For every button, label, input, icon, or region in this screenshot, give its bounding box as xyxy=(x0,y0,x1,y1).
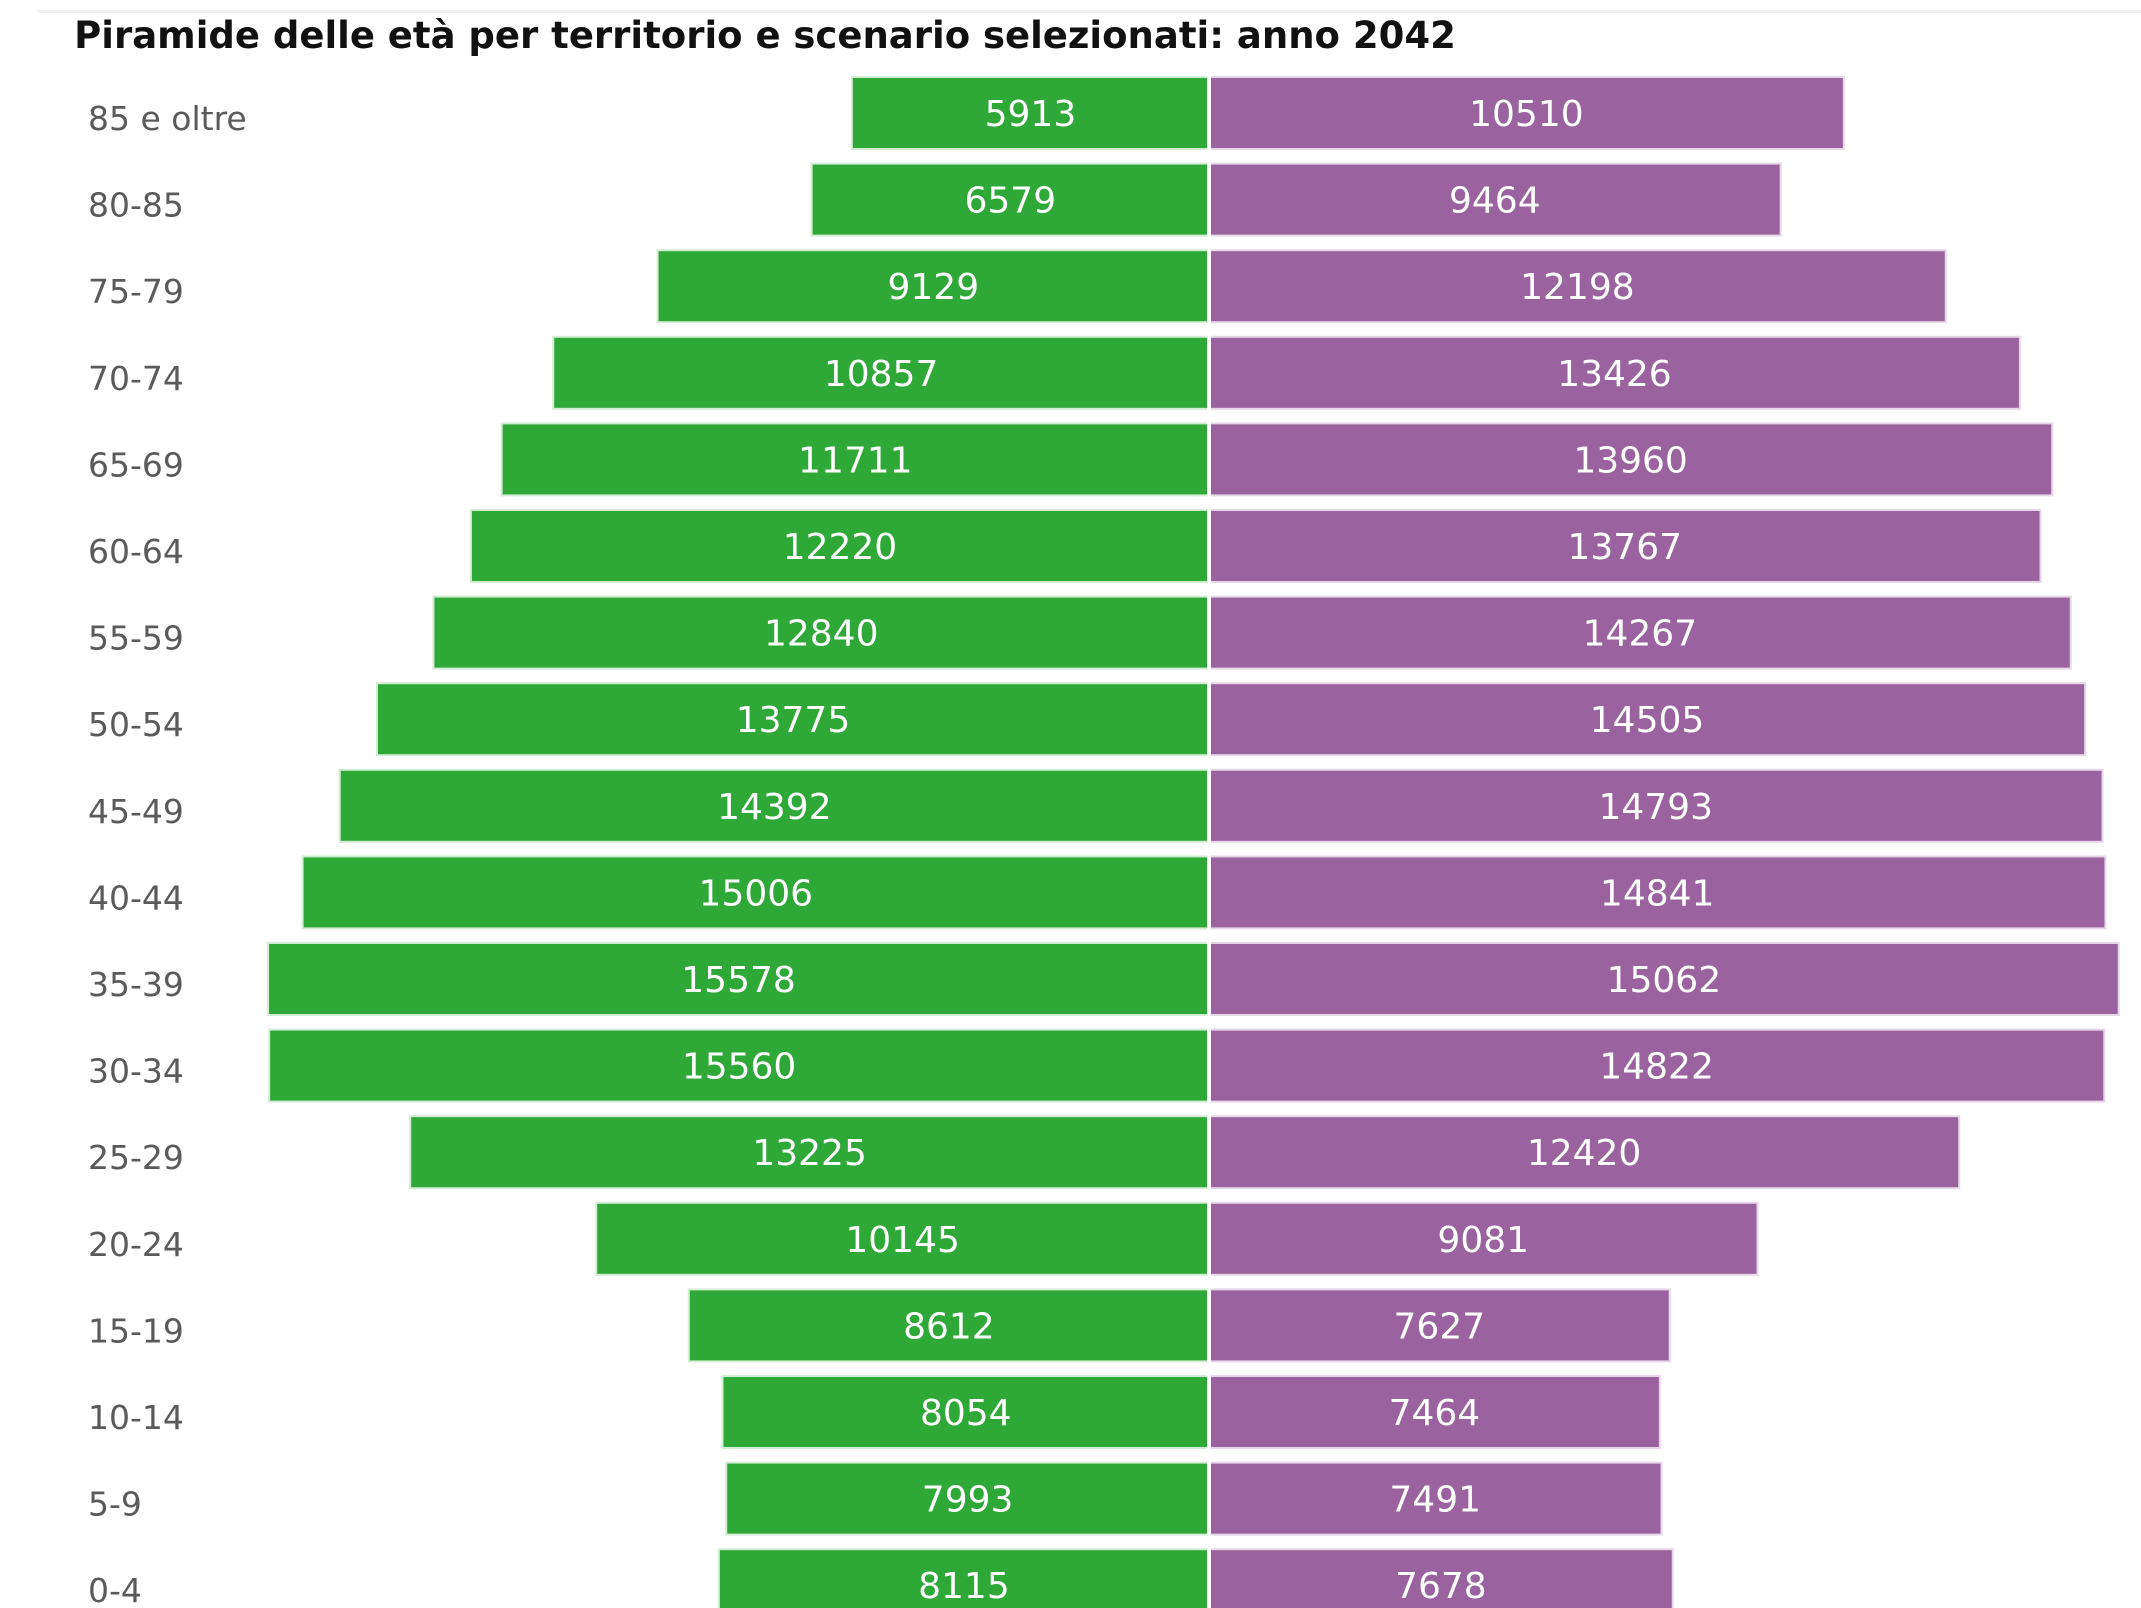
value-label-left: 15006 xyxy=(699,873,814,914)
age-label: 0-4 xyxy=(88,1571,142,1608)
age-axis-labels: 85 e oltre 80-85 75-79 70-74 65-69 60-64 55-59… xyxy=(88,99,247,1608)
age-label: 5-9 xyxy=(88,1485,142,1524)
value-label-right: 9081 xyxy=(1437,1220,1529,1261)
value-label-left: 14392 xyxy=(717,787,832,828)
value-label-right: 9464 xyxy=(1449,181,1541,222)
bar-right xyxy=(1208,1548,1674,1608)
bar-right xyxy=(1208,1115,1961,1190)
bar-right xyxy=(1208,855,2107,930)
bar-right xyxy=(1208,335,2021,410)
value-label-left: 15578 xyxy=(681,960,796,1001)
age-label: 80-85 xyxy=(88,186,184,225)
value-label-right: 7491 xyxy=(1389,1480,1481,1521)
age-label: 10-14 xyxy=(88,1398,184,1437)
value-label-left: 13225 xyxy=(752,1133,867,1174)
age-label: 65-69 xyxy=(88,445,184,484)
value-label-right: 10510 xyxy=(1469,94,1584,135)
value-label-right: 7627 xyxy=(1394,1306,1486,1347)
value-label-right: 14841 xyxy=(1600,873,1715,914)
age-label: 40-44 xyxy=(88,878,184,917)
value-label-right: 14793 xyxy=(1598,787,1713,828)
age-label: 30-34 xyxy=(88,1052,184,1091)
value-label-left: 10145 xyxy=(845,1220,960,1261)
value-label-left: 13775 xyxy=(736,700,851,741)
value-label-left: 11711 xyxy=(798,440,913,481)
bar-left xyxy=(656,249,1210,324)
bar-left xyxy=(301,855,1211,930)
value-label-right: 13426 xyxy=(1557,354,1672,395)
bar-left xyxy=(725,1461,1210,1536)
age-label: 50-54 xyxy=(88,705,184,744)
bar-left xyxy=(268,1028,1210,1103)
bar-left xyxy=(500,422,1211,497)
bar-left xyxy=(432,595,1210,670)
value-label-left: 12840 xyxy=(764,614,879,655)
bar-right xyxy=(1208,768,2104,843)
age-label: 45-49 xyxy=(88,792,184,831)
age-label: 25-29 xyxy=(88,1138,184,1177)
bar-right xyxy=(1208,509,2042,583)
bar-left xyxy=(469,509,1210,583)
bar-right xyxy=(1208,595,2072,670)
bar-left xyxy=(687,1288,1210,1363)
bar-right xyxy=(1208,1288,1671,1363)
age-label: 60-64 xyxy=(88,532,184,571)
value-label-right: 14822 xyxy=(1599,1047,1714,1088)
bars xyxy=(267,76,2120,1608)
value-label-left: 8612 xyxy=(903,1306,995,1347)
value-label-right: 14505 xyxy=(1590,700,1705,741)
top-divider xyxy=(38,10,2141,13)
bar-right xyxy=(1208,942,2120,1016)
value-label-right: 7464 xyxy=(1389,1393,1481,1434)
value-label-left: 15560 xyxy=(682,1047,797,1088)
value-label-left: 7993 xyxy=(922,1480,1014,1521)
value-label-right: 12198 xyxy=(1520,267,1635,308)
value-label-right: 12420 xyxy=(1527,1133,1642,1174)
chart-title: Piramide delle età per territorio e scen… xyxy=(74,14,1456,57)
bar-right xyxy=(1208,1028,2106,1103)
bar-left xyxy=(717,1548,1210,1608)
value-label-left: 12220 xyxy=(783,527,898,568)
value-label-right: 13960 xyxy=(1573,440,1688,481)
age-label: 75-79 xyxy=(88,272,184,311)
value-label-right: 13767 xyxy=(1567,527,1682,568)
bar-left xyxy=(721,1375,1210,1449)
value-label-right: 15062 xyxy=(1607,960,1722,1001)
bar-right xyxy=(1208,682,2087,757)
value-label-left: 8115 xyxy=(918,1566,1010,1607)
bar-right xyxy=(1208,162,1782,237)
value-labels: 5913 10510 6579 9464 9129 12198 10857 13426 1171… xyxy=(681,94,1721,1607)
bar-left xyxy=(375,682,1210,757)
bar-right xyxy=(1208,76,1845,150)
bar-right xyxy=(1208,422,2054,497)
value-label-left: 10857 xyxy=(824,354,939,395)
bar-left xyxy=(552,335,1210,410)
age-label: 15-19 xyxy=(88,1311,184,1350)
value-label-right: 14267 xyxy=(1583,614,1698,655)
bar-right xyxy=(1208,249,1947,324)
value-label-left: 9129 xyxy=(887,267,979,308)
bar-left xyxy=(338,768,1210,843)
value-label-left: 6579 xyxy=(965,181,1057,222)
age-label: 35-39 xyxy=(88,965,184,1004)
age-label: 70-74 xyxy=(88,359,184,398)
value-label-left: 5913 xyxy=(985,94,1077,135)
bar-left xyxy=(850,76,1210,150)
age-label: 85 e oltre xyxy=(88,99,247,138)
age-label: 20-24 xyxy=(88,1225,184,1264)
value-label-left: 8054 xyxy=(920,1393,1012,1434)
age-label: 55-59 xyxy=(88,619,184,658)
bar-left xyxy=(810,162,1211,237)
value-label-right: 7678 xyxy=(1395,1566,1487,1607)
